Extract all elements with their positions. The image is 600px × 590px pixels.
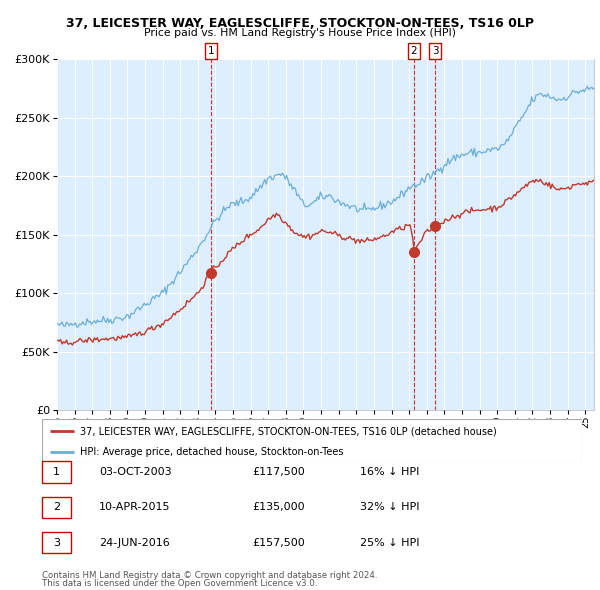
Text: 2: 2: [53, 503, 60, 512]
Text: 16% ↓ HPI: 16% ↓ HPI: [360, 467, 419, 477]
Text: Price paid vs. HM Land Registry's House Price Index (HPI): Price paid vs. HM Land Registry's House …: [144, 28, 456, 38]
Text: 10-APR-2015: 10-APR-2015: [99, 503, 170, 512]
Text: 1: 1: [208, 46, 214, 56]
Text: 3: 3: [432, 46, 439, 56]
Text: £117,500: £117,500: [252, 467, 305, 477]
Text: 24-JUN-2016: 24-JUN-2016: [99, 538, 170, 548]
Text: 2: 2: [410, 46, 417, 56]
Text: 25% ↓ HPI: 25% ↓ HPI: [360, 538, 419, 548]
FancyBboxPatch shape: [42, 419, 582, 463]
Text: 1: 1: [53, 467, 60, 477]
Text: This data is licensed under the Open Government Licence v3.0.: This data is licensed under the Open Gov…: [42, 579, 317, 588]
Text: 03-OCT-2003: 03-OCT-2003: [99, 467, 172, 477]
Text: £157,500: £157,500: [252, 538, 305, 548]
Text: 32% ↓ HPI: 32% ↓ HPI: [360, 503, 419, 512]
Text: Contains HM Land Registry data © Crown copyright and database right 2024.: Contains HM Land Registry data © Crown c…: [42, 571, 377, 580]
Text: HPI: Average price, detached house, Stockton-on-Tees: HPI: Average price, detached house, Stoc…: [80, 447, 343, 457]
Text: 37, LEICESTER WAY, EAGLESCLIFFE, STOCKTON-ON-TEES, TS16 0LP (detached house): 37, LEICESTER WAY, EAGLESCLIFFE, STOCKTO…: [80, 427, 497, 436]
Text: 3: 3: [53, 538, 60, 548]
Text: 37, LEICESTER WAY, EAGLESCLIFFE, STOCKTON-ON-TEES, TS16 0LP: 37, LEICESTER WAY, EAGLESCLIFFE, STOCKTO…: [66, 17, 534, 30]
Text: £135,000: £135,000: [252, 503, 305, 512]
